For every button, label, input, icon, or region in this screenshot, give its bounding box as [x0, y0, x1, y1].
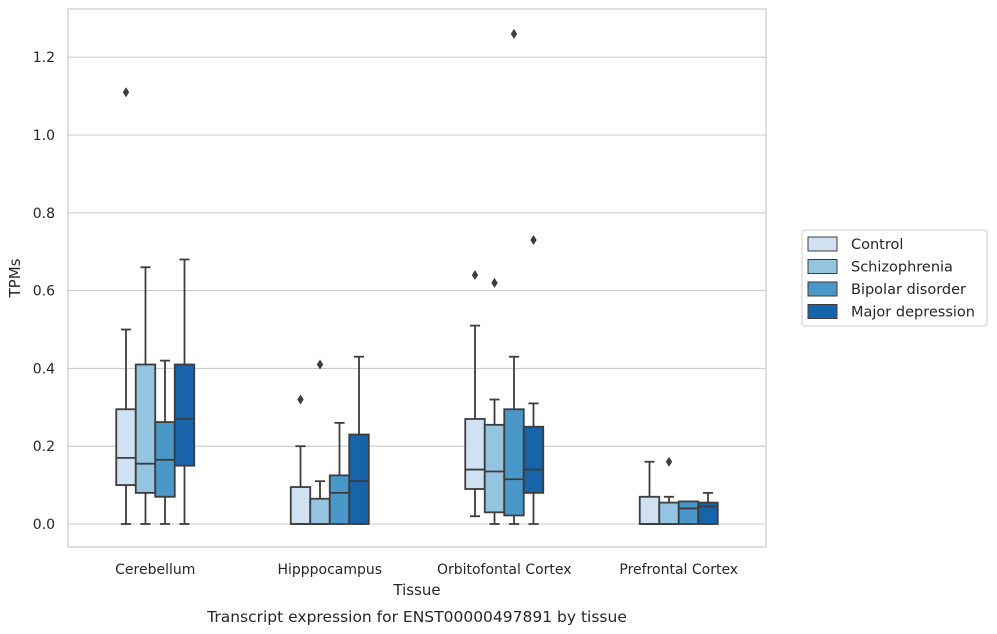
- box-hipppocampus-schizophrenia: [309, 359, 331, 525]
- x-tick-label: Hipppocampus: [277, 562, 382, 578]
- box-body: [483, 423, 506, 514]
- x-axis-ticks: Cerebellum Hipppocampus Orbitofontal Corte…: [115, 562, 738, 578]
- box-cerebellum-major-depression: [173, 258, 196, 525]
- box-hipppocampus-control: [289, 394, 312, 525]
- box-orbitofontal-cortex-bipolar-disorder: [503, 28, 525, 525]
- x-tick-label: Prefrontal Cortex: [619, 562, 738, 578]
- outlier-point: [471, 270, 479, 281]
- box-body: [464, 418, 486, 490]
- box-prefrontal-cortex-control: [638, 460, 661, 525]
- legend-label: Control: [851, 237, 903, 253]
- legend-swatch: [807, 236, 838, 252]
- legend-swatch: [807, 304, 838, 319]
- outlier-point: [316, 359, 324, 370]
- figure-caption: Transcript expression for ENST0000049789…: [206, 608, 627, 626]
- outlier-point: [297, 394, 304, 405]
- box-orbitofontal-cortex-control: [464, 270, 486, 518]
- y-tick-label: 0.0: [33, 517, 55, 533]
- outlier-point: [665, 456, 673, 467]
- y-tick-label: 0.4: [33, 361, 55, 377]
- box-hipppocampus-bipolar-disorder: [328, 421, 351, 525]
- x-axis-label: Tissue: [392, 581, 440, 599]
- x-tick-label: Cerebellum: [115, 562, 195, 578]
- outlier-point: [510, 28, 518, 39]
- box-body: [173, 363, 196, 467]
- box-body: [697, 501, 719, 525]
- y-tick-label: 1.0: [33, 128, 55, 144]
- box-body: [638, 495, 661, 525]
- legend-label: Schizophrenia: [851, 260, 953, 276]
- box-body: [328, 474, 351, 525]
- box-prefrontal-cortex-schizophrenia: [658, 456, 680, 525]
- box-body: [348, 433, 370, 525]
- box-prefrontal-cortex-bipolar-disorder: [677, 500, 700, 525]
- outlier-point: [491, 277, 498, 288]
- box-cerebellum-control: [115, 87, 137, 525]
- legend: Control Schizophrenia Bipolar disorder Majo…: [801, 229, 988, 327]
- box-body: [115, 408, 137, 486]
- box-prefrontal-cortex-major-depression: [697, 491, 719, 525]
- box-cerebellum-schizophrenia: [134, 266, 157, 525]
- box-body: [503, 408, 525, 517]
- outlier-point: [530, 235, 537, 246]
- box-body: [309, 497, 331, 525]
- legend-label: Major depression: [851, 305, 975, 321]
- box-orbitofontal-cortex-major-depression: [522, 235, 545, 525]
- box-body: [289, 486, 312, 525]
- legend-frame: [801, 229, 988, 327]
- legend-swatch: [807, 259, 838, 274]
- y-axis-ticks: 0.0 0.2 0.4 0.6 0.8 1.0 1.2: [33, 50, 55, 533]
- x-tick-label: Orbitofontal Cortex: [437, 562, 572, 578]
- y-axis-label: TPMs: [6, 258, 24, 298]
- legend-label: Bipolar disorder: [851, 282, 966, 298]
- y-tick-label: 1.2: [33, 50, 55, 66]
- plot-frame: [67, 8, 767, 548]
- box-orbitofontal-cortex-schizophrenia: [483, 277, 506, 525]
- box-body: [658, 501, 680, 525]
- box-body: [522, 425, 545, 494]
- y-tick-label: 0.8: [33, 206, 55, 222]
- box-body: [677, 500, 700, 525]
- box-hipppocampus-major-depression: [348, 355, 370, 525]
- y-tick-label: 0.2: [33, 439, 55, 455]
- y-tick-label: 0.6: [33, 284, 55, 300]
- box-body: [134, 363, 157, 494]
- outlier-point: [122, 87, 130, 98]
- boxes: [115, 28, 719, 525]
- legend-swatch: [807, 281, 838, 297]
